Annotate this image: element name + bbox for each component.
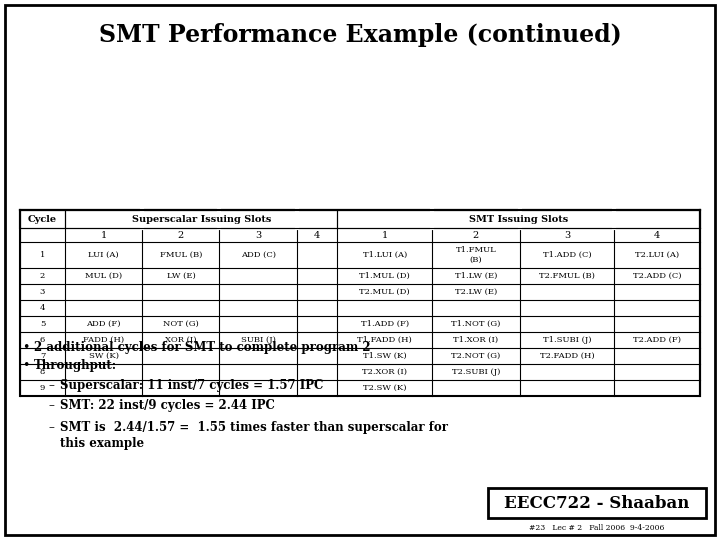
Text: T2.FADD (H): T2.FADD (H) bbox=[540, 352, 594, 360]
Text: NOT (G): NOT (G) bbox=[163, 320, 199, 328]
Text: SMT Issuing Slots: SMT Issuing Slots bbox=[469, 214, 568, 224]
Text: 2: 2 bbox=[178, 231, 184, 240]
Text: T1.LW (E): T1.LW (E) bbox=[454, 272, 497, 280]
Text: •: • bbox=[22, 360, 30, 373]
Text: #23   Lec # 2   Fall 2006  9-4-2006: #23 Lec # 2 Fall 2006 9-4-2006 bbox=[529, 524, 665, 532]
Text: T2.XOR (I): T2.XOR (I) bbox=[362, 368, 408, 376]
Text: SW (K): SW (K) bbox=[89, 352, 119, 360]
Text: ADD (F): ADD (F) bbox=[86, 320, 121, 328]
Text: 6: 6 bbox=[40, 336, 45, 344]
Text: FMUL (B): FMUL (B) bbox=[160, 251, 202, 259]
Text: Superscalar: 11 inst/7 cycles = 1.57 IPC: Superscalar: 11 inst/7 cycles = 1.57 IPC bbox=[60, 380, 323, 393]
Text: T2.SUBI (J): T2.SUBI (J) bbox=[451, 368, 500, 376]
Text: SUBI (J): SUBI (J) bbox=[240, 336, 276, 344]
Text: 3: 3 bbox=[564, 231, 570, 240]
Text: 2: 2 bbox=[473, 231, 479, 240]
Text: 9: 9 bbox=[40, 384, 45, 392]
Text: ADD (C): ADD (C) bbox=[240, 251, 276, 259]
Text: T2.NOT (G): T2.NOT (G) bbox=[451, 352, 500, 360]
Text: T2.ADD (F): T2.ADD (F) bbox=[633, 336, 681, 344]
Text: Throughput:: Throughput: bbox=[34, 360, 117, 373]
Text: Superscalar Issuing Slots: Superscalar Issuing Slots bbox=[132, 214, 271, 224]
Text: T1.ADD (F): T1.ADD (F) bbox=[361, 320, 409, 328]
Text: SMT is  2.44/1.57 =  1.55 times faster than superscalar for: SMT is 2.44/1.57 = 1.55 times faster tha… bbox=[60, 422, 448, 435]
Text: 1: 1 bbox=[40, 251, 45, 259]
Text: MUL (D): MUL (D) bbox=[85, 272, 122, 280]
Text: 1: 1 bbox=[101, 231, 107, 240]
Text: T2.FMUL (B): T2.FMUL (B) bbox=[539, 272, 595, 280]
Text: T2.LUI (A): T2.LUI (A) bbox=[635, 251, 679, 259]
Text: T1.MUL (D): T1.MUL (D) bbox=[359, 272, 410, 280]
Text: T1.XOR (I): T1.XOR (I) bbox=[454, 336, 498, 344]
Text: T1.NOT (G): T1.NOT (G) bbox=[451, 320, 500, 328]
Text: 1: 1 bbox=[382, 231, 388, 240]
Text: T1.LUI (A): T1.LUI (A) bbox=[363, 251, 407, 259]
Text: 3: 3 bbox=[255, 231, 261, 240]
Text: this example: this example bbox=[60, 437, 144, 450]
Text: T2.ADD (C): T2.ADD (C) bbox=[633, 272, 681, 280]
Text: SMT Performance Example (continued): SMT Performance Example (continued) bbox=[99, 23, 621, 47]
Text: T1.FMUL
(B): T1.FMUL (B) bbox=[456, 246, 496, 264]
Text: T2.MUL (D): T2.MUL (D) bbox=[359, 288, 410, 296]
Text: T2.SW (K): T2.SW (K) bbox=[363, 384, 406, 392]
Text: Cycle: Cycle bbox=[28, 214, 57, 224]
Bar bbox=[488, 488, 706, 518]
Text: T1.ADD (C): T1.ADD (C) bbox=[543, 251, 591, 259]
Text: EECC722 - Shaaban: EECC722 - Shaaban bbox=[504, 495, 690, 511]
Text: 4: 4 bbox=[314, 231, 320, 240]
Text: 4: 4 bbox=[40, 304, 45, 312]
Text: FADD (H): FADD (H) bbox=[83, 336, 125, 344]
Text: 4: 4 bbox=[654, 231, 660, 240]
Text: •: • bbox=[22, 341, 30, 354]
Text: T1.SW (K): T1.SW (K) bbox=[363, 352, 407, 360]
Text: 2 additional cycles for SMT to complete program 2: 2 additional cycles for SMT to complete … bbox=[34, 341, 371, 354]
Bar bbox=[20, 210, 700, 396]
Text: 5: 5 bbox=[40, 320, 45, 328]
Text: LW (E): LW (E) bbox=[166, 272, 195, 280]
Text: 3: 3 bbox=[40, 288, 45, 296]
Text: SMT: 22 inst/9 cycles = 2.44 IPC: SMT: 22 inst/9 cycles = 2.44 IPC bbox=[60, 400, 275, 413]
Text: –: – bbox=[48, 422, 54, 435]
Text: 8: 8 bbox=[40, 368, 45, 376]
Text: T2.LW (E): T2.LW (E) bbox=[455, 288, 497, 296]
Text: LUI (A): LUI (A) bbox=[89, 251, 119, 259]
Text: –: – bbox=[48, 380, 54, 393]
Text: 7: 7 bbox=[40, 352, 45, 360]
Text: 2: 2 bbox=[40, 272, 45, 280]
Text: –: – bbox=[48, 400, 54, 413]
Text: T1.FADD (H): T1.FADD (H) bbox=[357, 336, 412, 344]
Text: XOR (I): XOR (I) bbox=[165, 336, 197, 344]
Text: T1.SUBI (J): T1.SUBI (J) bbox=[543, 336, 591, 344]
